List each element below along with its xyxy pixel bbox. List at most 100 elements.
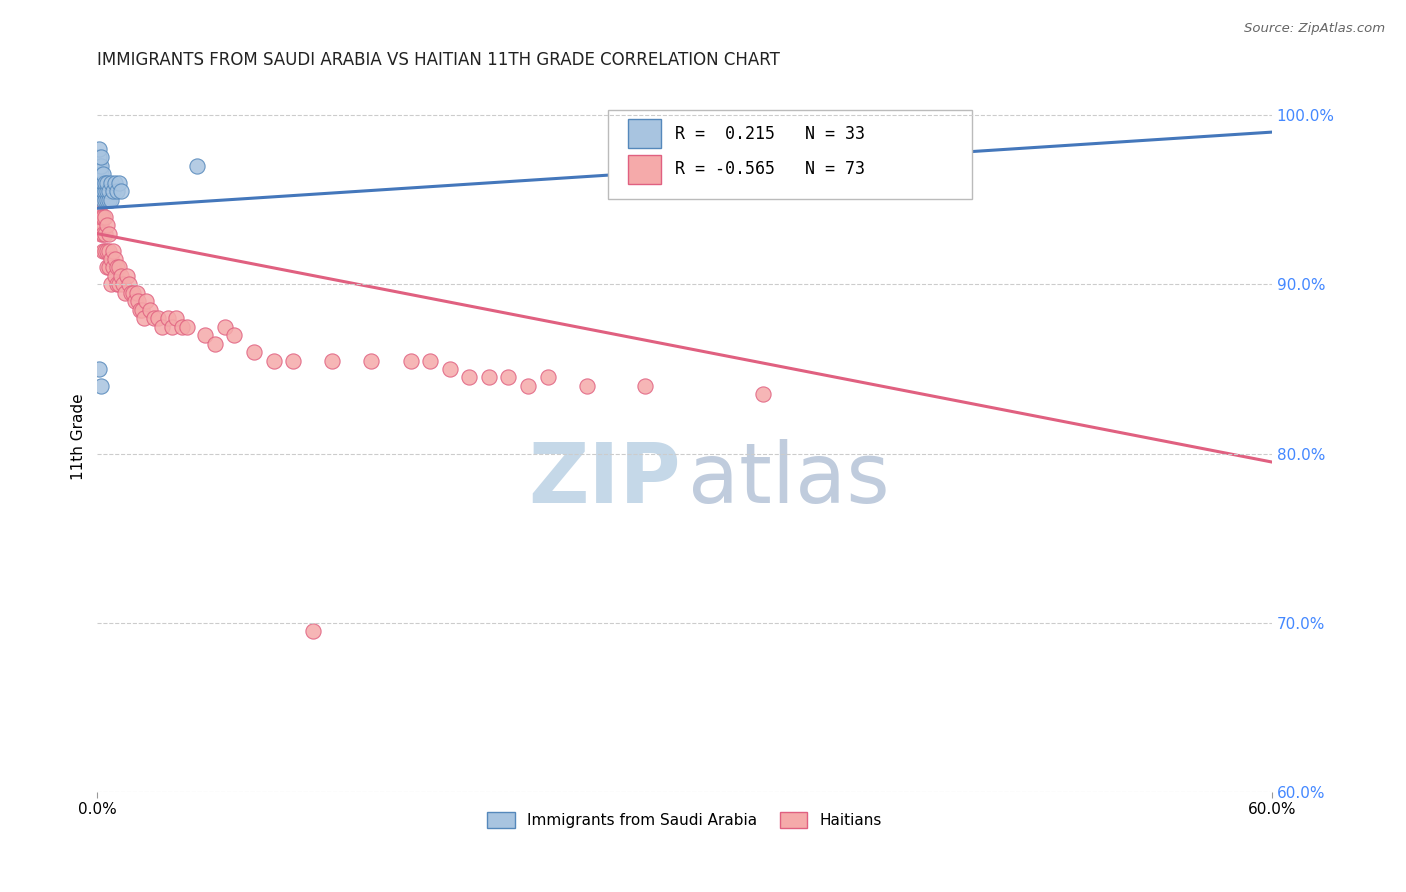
Point	[170, 319, 193, 334]
Point	[108, 176, 131, 190]
Point	[89, 151, 111, 165]
Point	[135, 294, 157, 309]
Point	[89, 176, 111, 190]
Point	[186, 159, 208, 173]
Point	[89, 218, 111, 232]
Point	[94, 184, 117, 198]
FancyBboxPatch shape	[609, 110, 973, 199]
FancyBboxPatch shape	[628, 154, 661, 185]
Point	[439, 362, 461, 376]
Point	[204, 336, 226, 351]
Point	[143, 311, 166, 326]
Point	[360, 353, 382, 368]
Point	[105, 184, 128, 198]
Point	[165, 311, 187, 326]
Point	[536, 370, 558, 384]
Point	[419, 353, 441, 368]
Text: Source: ZipAtlas.com: Source: ZipAtlas.com	[1244, 22, 1385, 36]
Point	[224, 328, 246, 343]
Point	[89, 184, 111, 198]
Point	[114, 285, 136, 300]
Point	[104, 268, 127, 283]
Point	[90, 168, 112, 182]
Point	[110, 184, 132, 198]
Point	[458, 370, 481, 384]
Point	[94, 176, 117, 190]
Point	[176, 319, 198, 334]
Point	[89, 168, 111, 182]
Point	[115, 268, 138, 283]
Point	[94, 210, 117, 224]
Point	[104, 176, 127, 190]
Point	[89, 142, 111, 156]
Point	[98, 193, 121, 207]
Point	[156, 311, 179, 326]
Point	[96, 244, 118, 258]
Text: ZIP: ZIP	[529, 439, 681, 520]
Point	[281, 353, 304, 368]
Point	[105, 260, 128, 275]
Point	[98, 227, 121, 241]
Point	[125, 285, 148, 300]
Point	[263, 353, 285, 368]
Point	[100, 252, 122, 266]
Point	[194, 328, 217, 343]
Point	[96, 193, 118, 207]
Point	[98, 244, 121, 258]
Point	[129, 302, 152, 317]
Point	[575, 379, 598, 393]
Point	[100, 193, 122, 207]
Point	[100, 176, 122, 190]
Point	[89, 176, 111, 190]
Text: atlas: atlas	[688, 439, 890, 520]
Point	[634, 379, 657, 393]
Point	[91, 184, 114, 198]
Point	[301, 624, 323, 639]
Point	[89, 201, 111, 215]
Point	[108, 277, 131, 292]
Point	[96, 218, 118, 232]
Point	[399, 353, 422, 368]
Point	[90, 193, 112, 207]
Point	[91, 244, 114, 258]
Point	[134, 311, 156, 326]
Point	[118, 277, 141, 292]
Point	[321, 353, 343, 368]
Point	[121, 285, 143, 300]
Point	[89, 362, 111, 376]
Point	[98, 260, 121, 275]
Legend: Immigrants from Saudi Arabia, Haitians: Immigrants from Saudi Arabia, Haitians	[481, 805, 889, 834]
Point	[90, 184, 112, 198]
Point	[120, 285, 142, 300]
Point	[90, 227, 112, 241]
Point	[96, 184, 118, 198]
Point	[98, 184, 121, 198]
Point	[498, 370, 520, 384]
Point	[214, 319, 236, 334]
Point	[101, 184, 124, 198]
Point	[131, 302, 153, 317]
Point	[91, 210, 114, 224]
Text: R =  0.215   N = 33: R = 0.215 N = 33	[675, 125, 865, 143]
Point	[91, 176, 114, 190]
Point	[110, 268, 132, 283]
Point	[146, 311, 169, 326]
Point	[90, 218, 112, 232]
Point	[111, 277, 134, 292]
Point	[104, 252, 127, 266]
Point	[100, 277, 122, 292]
Point	[90, 210, 112, 224]
Point	[517, 379, 540, 393]
Point	[101, 244, 124, 258]
Point	[160, 319, 183, 334]
Text: R = -0.565   N = 73: R = -0.565 N = 73	[675, 161, 865, 178]
Point	[96, 260, 118, 275]
Point	[90, 151, 112, 165]
Point	[96, 176, 118, 190]
Text: IMMIGRANTS FROM SAUDI ARABIA VS HAITIAN 11TH GRADE CORRELATION CHART: IMMIGRANTS FROM SAUDI ARABIA VS HAITIAN …	[97, 51, 780, 69]
Point	[243, 345, 266, 359]
Point	[124, 294, 146, 309]
Point	[108, 260, 131, 275]
Point	[90, 176, 112, 190]
Point	[101, 260, 124, 275]
